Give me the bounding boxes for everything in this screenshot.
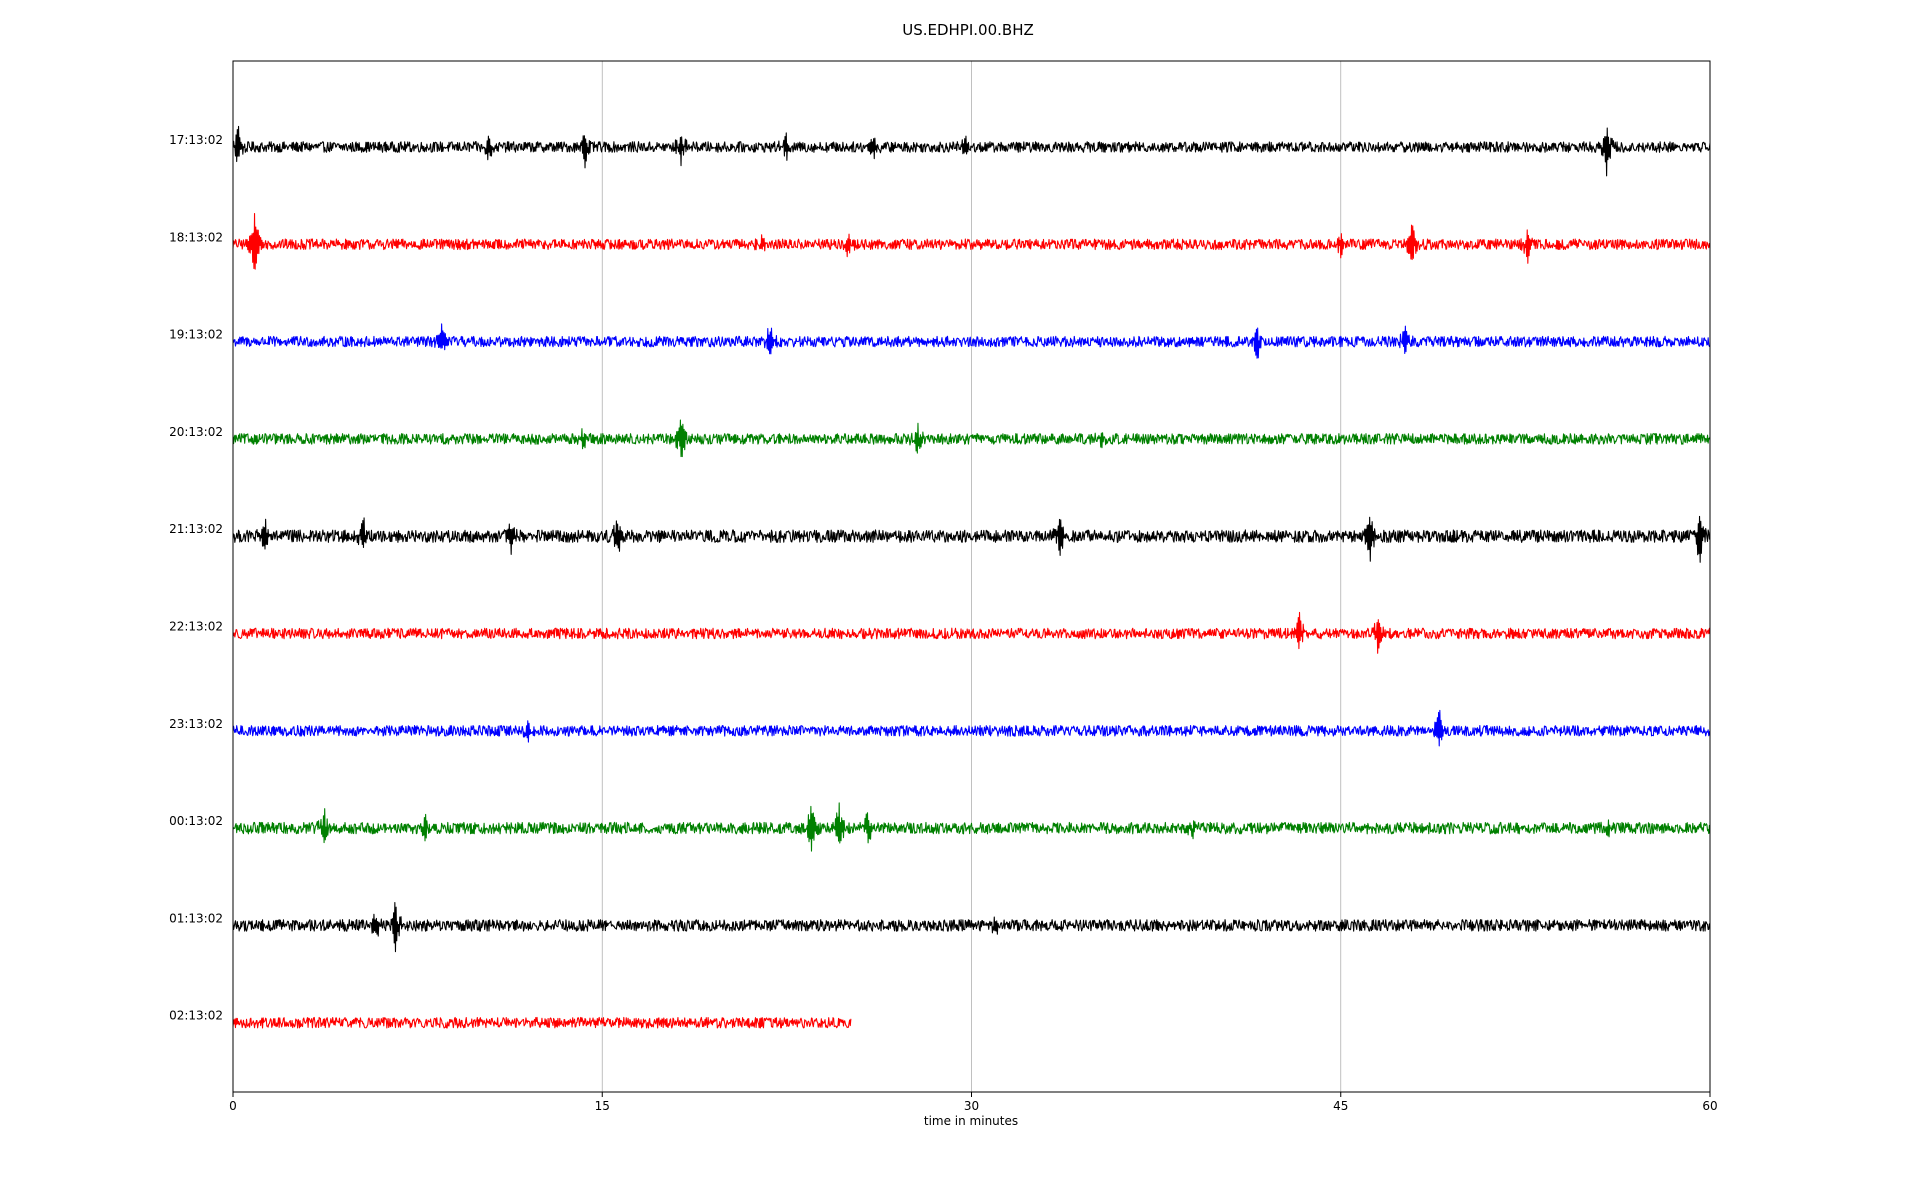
trace-line: [232, 902, 1711, 953]
y-tick-label: 21:13:02: [169, 522, 223, 536]
trace-group: [232, 125, 1711, 1029]
trace-line: [232, 1016, 852, 1029]
chart-title: US.EDHPI.00.BHZ: [902, 21, 1034, 39]
x-tick-label: 0: [229, 1099, 237, 1113]
y-tick-label: 17:13:02: [169, 133, 223, 147]
trace-line: [232, 125, 1711, 177]
x-tick-label: 30: [964, 1099, 979, 1113]
trace-line: [232, 419, 1711, 458]
y-tick-label: 22:13:02: [169, 620, 223, 634]
y-tick-label: 01:13:02: [169, 911, 223, 925]
trace-line: [232, 515, 1711, 563]
y-tick-label: 19:13:02: [169, 328, 223, 342]
x-ticks: 0 15 30 45 60: [229, 1092, 1718, 1113]
trace-line: [232, 323, 1711, 359]
trace-line: [232, 709, 1711, 747]
x-tick-label: 60: [1702, 1099, 1717, 1113]
x-tick-label: 15: [595, 1099, 610, 1113]
y-tick-label: 20:13:02: [169, 425, 223, 439]
y-tick-label: 18:13:02: [169, 230, 223, 244]
y-tick-label: 02:13:02: [169, 1009, 223, 1023]
y-tick-labels: 17:13:02 18:13:02 19:13:02 20:13:02 21:13:02…: [169, 133, 223, 1023]
y-tick-label: 00:13:02: [169, 814, 223, 828]
x-tick-label: 45: [1333, 1099, 1348, 1113]
trace-line: [232, 611, 1711, 654]
trace-line: [232, 212, 1711, 270]
y-tick-label: 23:13:02: [169, 717, 223, 731]
x-axis-label: time in minutes: [924, 1114, 1018, 1128]
trace-line: [232, 802, 1711, 852]
